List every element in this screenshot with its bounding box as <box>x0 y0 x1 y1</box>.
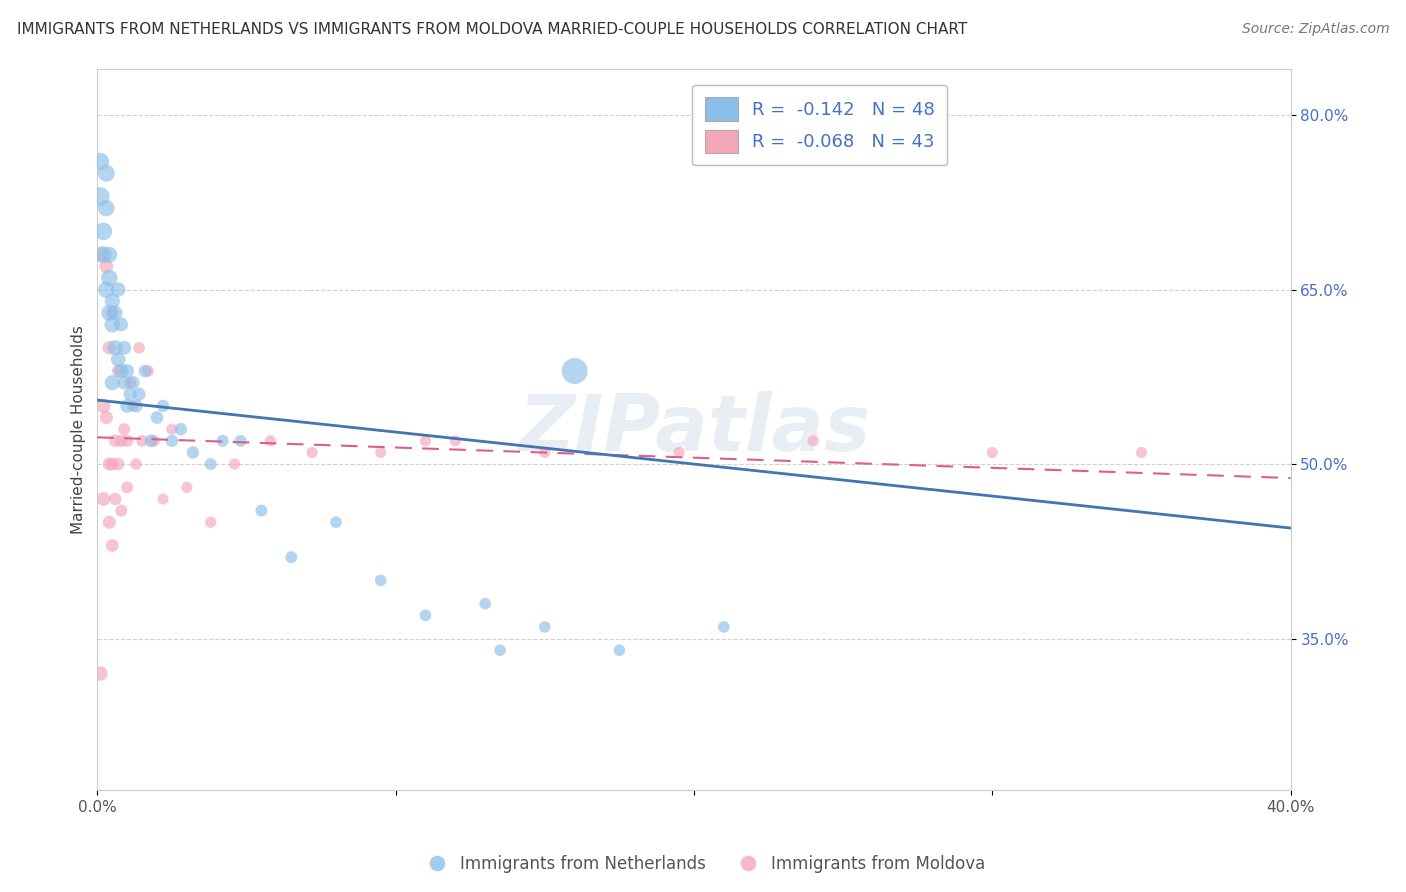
Point <box>444 434 467 448</box>
Point <box>104 341 127 355</box>
Point <box>224 457 246 471</box>
Point <box>89 248 111 262</box>
Point <box>280 550 302 565</box>
Point <box>181 445 204 459</box>
Point <box>474 597 496 611</box>
Point <box>104 491 127 506</box>
Point <box>104 306 127 320</box>
Point <box>101 294 124 309</box>
Point <box>533 445 555 459</box>
Point <box>415 434 437 448</box>
Point <box>415 608 437 623</box>
Point <box>98 457 121 471</box>
Point <box>259 434 281 448</box>
Point <box>128 387 150 401</box>
Point <box>160 434 183 448</box>
Point <box>136 364 159 378</box>
Legend: Immigrants from Netherlands, Immigrants from Moldova: Immigrants from Netherlands, Immigrants … <box>413 848 993 880</box>
Point <box>131 434 153 448</box>
Point <box>125 457 148 471</box>
Text: IMMIGRANTS FROM NETHERLANDS VS IMMIGRANTS FROM MOLDOVA MARRIED-COUPLE HOUSEHOLDS: IMMIGRANTS FROM NETHERLANDS VS IMMIGRANT… <box>17 22 967 37</box>
Point <box>564 364 586 378</box>
Point <box>713 620 735 634</box>
Point <box>125 399 148 413</box>
Point <box>489 643 512 657</box>
Point <box>110 434 132 448</box>
Point <box>146 410 169 425</box>
Point <box>152 399 174 413</box>
Point <box>110 364 132 378</box>
Point <box>98 515 121 529</box>
Point <box>96 410 118 425</box>
Point <box>801 434 824 448</box>
Point <box>107 457 129 471</box>
Point <box>101 318 124 332</box>
Point <box>170 422 193 436</box>
Point <box>128 341 150 355</box>
Point <box>96 166 118 180</box>
Point <box>120 376 142 390</box>
Point <box>98 271 121 285</box>
Point <box>101 376 124 390</box>
Point <box>112 376 135 390</box>
Point <box>1130 445 1153 459</box>
Text: Source: ZipAtlas.com: Source: ZipAtlas.com <box>1241 22 1389 37</box>
Point <box>211 434 233 448</box>
Point <box>668 445 690 459</box>
Point <box>200 457 222 471</box>
Point <box>115 399 138 413</box>
Point <box>104 434 127 448</box>
Point <box>89 154 111 169</box>
Point <box>96 201 118 215</box>
Point <box>98 341 121 355</box>
Point <box>110 318 132 332</box>
Y-axis label: Married-couple Households: Married-couple Households <box>72 325 86 533</box>
Point <box>229 434 252 448</box>
Point <box>134 364 156 378</box>
Point <box>370 445 392 459</box>
Point <box>122 376 145 390</box>
Point <box>107 283 129 297</box>
Point <box>112 422 135 436</box>
Point <box>101 457 124 471</box>
Point <box>533 620 555 634</box>
Point <box>98 248 121 262</box>
Point <box>122 399 145 413</box>
Point <box>981 445 1004 459</box>
Point <box>115 434 138 448</box>
Point <box>176 480 198 494</box>
Point <box>96 283 118 297</box>
Point <box>152 491 174 506</box>
Point <box>110 503 132 517</box>
Point <box>609 643 631 657</box>
Point <box>89 666 111 681</box>
Point <box>101 306 124 320</box>
Point <box>89 189 111 203</box>
Point <box>139 434 162 448</box>
Point <box>91 248 114 262</box>
Text: ZIPatlas: ZIPatlas <box>517 392 870 467</box>
Point <box>101 539 124 553</box>
Point <box>115 364 138 378</box>
Point <box>250 503 273 517</box>
Point <box>115 480 138 494</box>
Point <box>107 352 129 367</box>
Point <box>96 260 118 274</box>
Point <box>120 387 142 401</box>
Point <box>301 445 323 459</box>
Point <box>160 422 183 436</box>
Point <box>107 364 129 378</box>
Point <box>91 399 114 413</box>
Legend: R =  -0.142   N = 48, R =  -0.068   N = 43: R = -0.142 N = 48, R = -0.068 N = 43 <box>693 85 948 166</box>
Point <box>91 491 114 506</box>
Point <box>325 515 347 529</box>
Point <box>200 515 222 529</box>
Point <box>91 224 114 238</box>
Point <box>143 434 166 448</box>
Point <box>98 306 121 320</box>
Point <box>112 341 135 355</box>
Point <box>370 574 392 588</box>
